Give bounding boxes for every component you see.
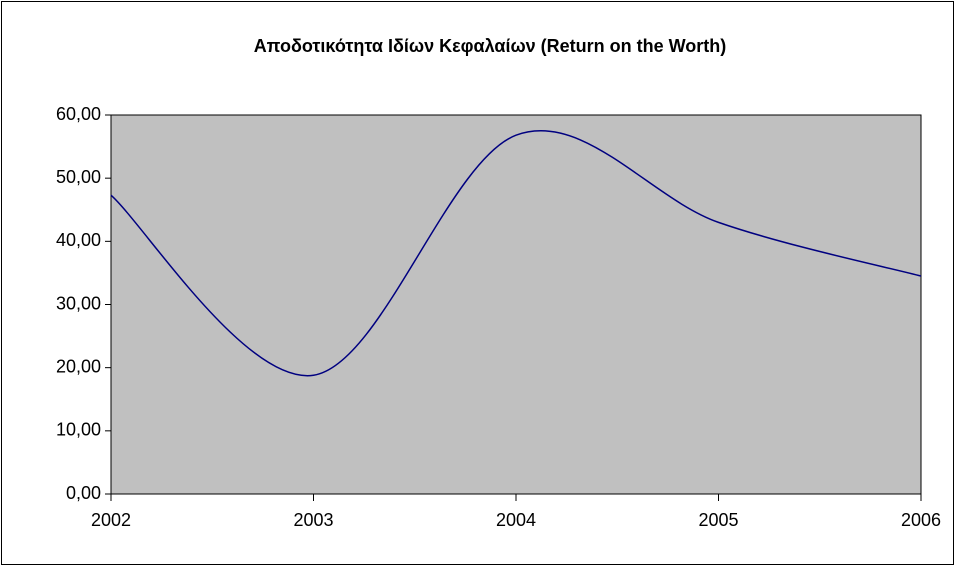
y-tick-label: 0,00 xyxy=(66,483,101,503)
line-series xyxy=(110,129,922,377)
x-tick-label: 2005 xyxy=(698,510,738,530)
y-tick-label: 40,00 xyxy=(56,230,101,250)
y-tick-label: 30,00 xyxy=(56,293,101,313)
y-tick-label: 10,00 xyxy=(56,420,101,440)
y-tick-label: 60,00 xyxy=(56,104,101,124)
y-tick-label: 20,00 xyxy=(56,356,101,376)
x-tick-label: 2002 xyxy=(91,510,131,530)
x-tick-label: 2006 xyxy=(901,510,941,530)
chart-title: Αποδοτικότητα Ιδίων Κεφαλαίων (Return on… xyxy=(254,36,727,56)
x-tick-label: 2003 xyxy=(293,510,333,530)
x-tick-label: 2004 xyxy=(496,510,536,530)
y-tick-label: 50,00 xyxy=(56,167,101,187)
plot-area xyxy=(110,114,922,495)
